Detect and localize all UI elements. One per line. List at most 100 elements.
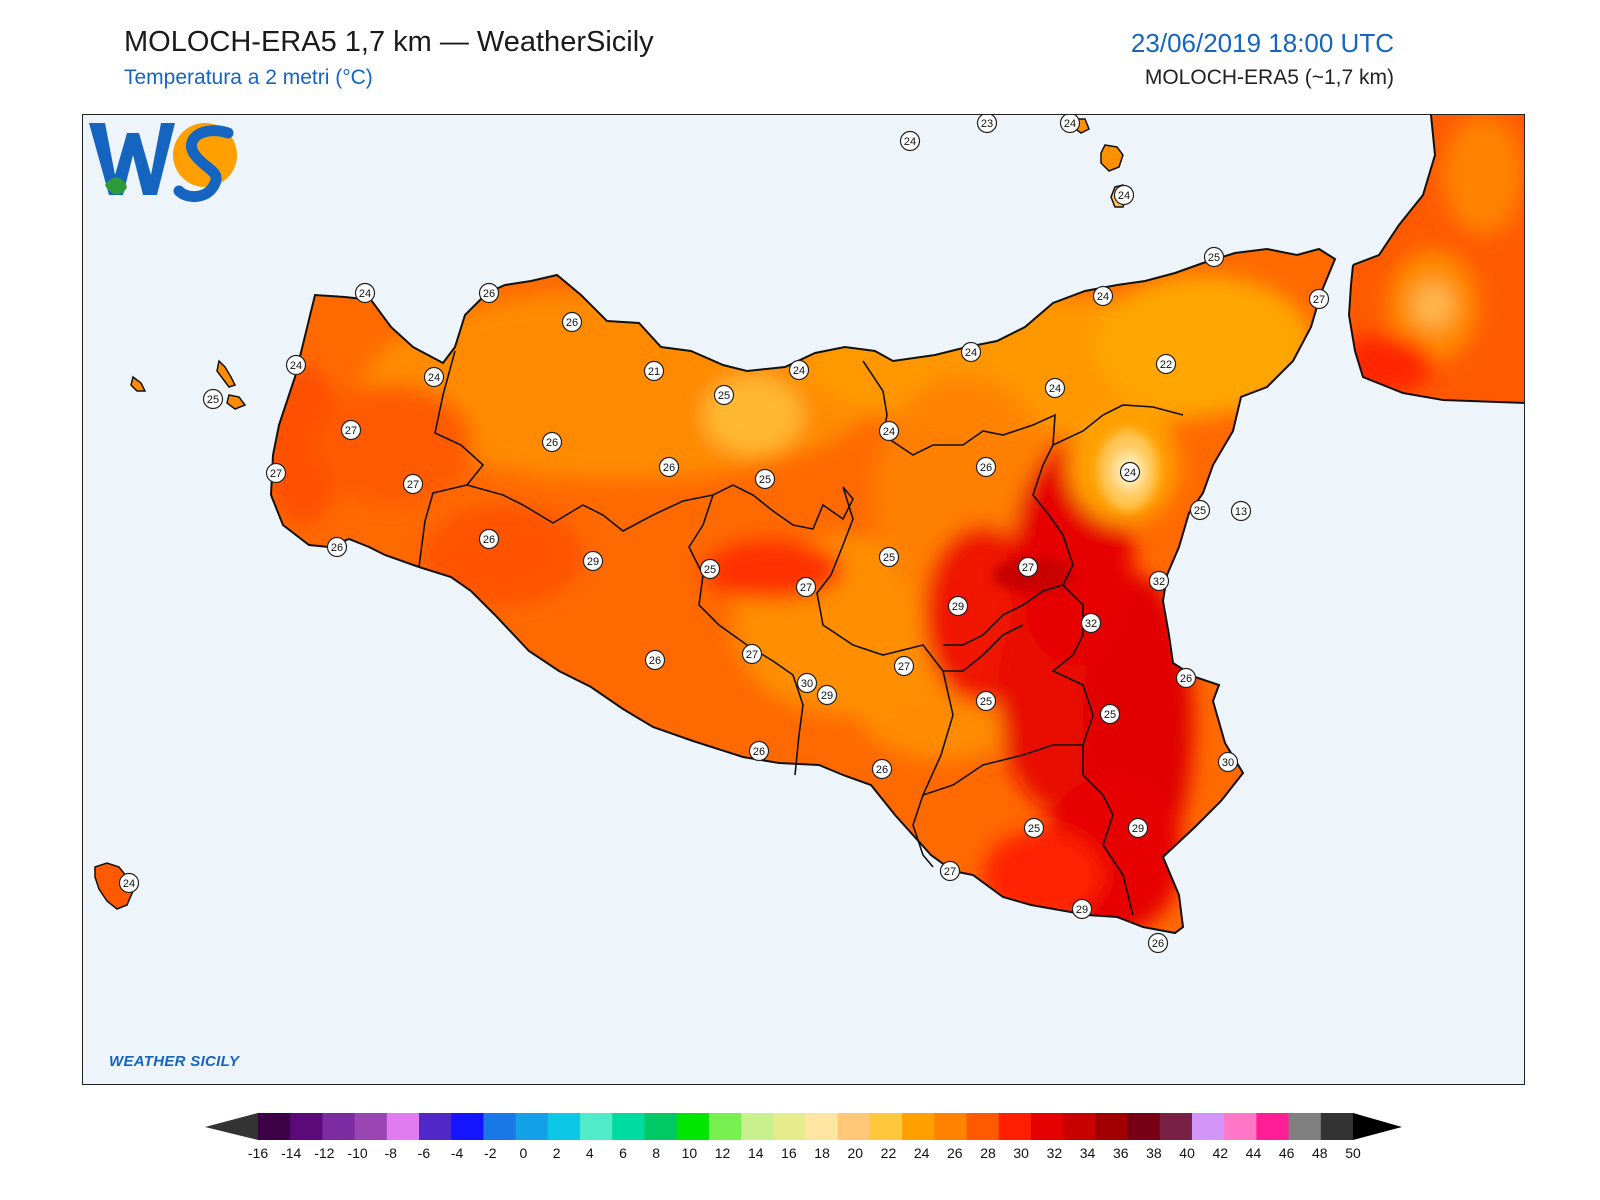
station-value: 25 (1104, 709, 1116, 721)
station-circle (878, 420, 900, 442)
station-marker: 29 (1071, 898, 1093, 920)
model-name: MOLOCH-ERA5 (~1,7 km) (1144, 66, 1394, 89)
station-value: 25 (1194, 505, 1206, 517)
colorbar-tick-label: 14 (748, 1145, 764, 1161)
station-value: 26 (649, 655, 661, 667)
station-marker: 24 (960, 341, 982, 363)
colorbar-cell (483, 1113, 517, 1140)
colorbar-cell (419, 1113, 452, 1140)
colorbar-cell (741, 1113, 774, 1140)
station-marker: 29 (947, 595, 969, 617)
colorbar-tick-label: -4 (451, 1145, 464, 1161)
station-value: 26 (483, 534, 495, 546)
station-marker: 27 (340, 419, 362, 441)
station-circle (202, 388, 224, 410)
colorbar-tick-label: -12 (314, 1145, 334, 1161)
station-marker: 27 (893, 655, 915, 677)
station-marker: 26 (975, 456, 997, 478)
station-value: 24 (359, 288, 371, 300)
station-circle (1044, 377, 1066, 399)
station-value: 27 (270, 468, 282, 480)
station-value: 13 (1235, 506, 1247, 518)
station-circle (960, 341, 982, 363)
station-value: 30 (1222, 757, 1234, 769)
ustica-island (130, 375, 147, 392)
station-value: 25 (883, 552, 895, 564)
station-value: 24 (428, 372, 440, 384)
station-circle (643, 360, 665, 382)
station-marker: 24 (788, 359, 810, 381)
colorbar-tick-label: 34 (1080, 1145, 1096, 1161)
station-marker: 25 (1189, 499, 1211, 521)
station-value: 24 (290, 360, 302, 372)
colorbar-cell (934, 1113, 968, 1140)
colorbar-tick-label: -16 (248, 1145, 268, 1161)
station-circle (402, 473, 424, 495)
station-circle (788, 359, 810, 381)
colorbar-high-arrow (1353, 1113, 1402, 1140)
colorbar-tick-label: 46 (1279, 1145, 1295, 1161)
station-marker: 30 (1217, 751, 1239, 773)
station-circle (1127, 817, 1149, 839)
station-value: 26 (1152, 938, 1164, 950)
station-value: 23 (981, 118, 993, 130)
colorbar-cell (1030, 1113, 1064, 1140)
station-value: 25 (704, 564, 716, 576)
salina-island (1100, 144, 1124, 172)
station-circle (699, 558, 721, 580)
station-value: 26 (980, 462, 992, 474)
colorbar-tick-label: 4 (586, 1145, 594, 1161)
station-circle (1099, 703, 1121, 725)
colorbar-tick-label: 6 (619, 1145, 627, 1161)
station-circle (561, 311, 583, 333)
station-value: 27 (944, 866, 956, 878)
station-marker: 27 (741, 643, 763, 665)
colorbar-tick-label: 12 (715, 1145, 731, 1161)
station-marker: 32 (1080, 612, 1102, 634)
station-circle (326, 536, 348, 558)
station-value: 26 (331, 542, 343, 554)
station-value: 29 (1132, 823, 1144, 835)
colorbar-tick-label: 10 (682, 1145, 698, 1161)
station-marker: 26 (561, 311, 583, 333)
colorbar-cell (869, 1113, 903, 1140)
station-circle (478, 282, 500, 304)
colorbar-tick-labels: -16 -14 -12 -10 -8 -6 -4 -2 0 2 4 6 8 10 12 14 16 18 20 22 2… (248, 1145, 1361, 1161)
station-marker: 27 (265, 462, 287, 484)
logo-caption: WEATHER SICILY (109, 1053, 240, 1070)
pantelleria-island (94, 862, 134, 910)
station-value: 26 (663, 462, 675, 474)
station-marker: 24 (878, 420, 900, 442)
station-value: 27 (1313, 294, 1325, 306)
colorbar-tick-label: 18 (814, 1145, 830, 1161)
station-marker: 25 (1203, 246, 1225, 268)
colorbar-tick-label: -8 (385, 1145, 398, 1161)
station-circle (118, 872, 140, 894)
station-value: 27 (407, 479, 419, 491)
colorbar-cell (805, 1113, 839, 1140)
station-circle (1092, 285, 1114, 307)
colorbar-tick-label: 32 (1047, 1145, 1063, 1161)
colorbar-cell (1159, 1113, 1193, 1140)
station-value: 26 (876, 764, 888, 776)
station-marker: 27 (1017, 556, 1039, 578)
station-marker: 26 (1175, 667, 1197, 689)
station-circle (285, 354, 307, 376)
colorbar-cell (708, 1113, 742, 1140)
colorbar-cell (1320, 1113, 1354, 1140)
station-value: 29 (1076, 904, 1088, 916)
station-value: 24 (1124, 467, 1136, 479)
station-marker: 25 (1023, 817, 1045, 839)
station-circle (748, 740, 770, 762)
colorbar-tick-label: 36 (1113, 1145, 1129, 1161)
station-value: 29 (821, 690, 833, 702)
station-circle (1217, 751, 1239, 773)
station-marker: 24 (423, 366, 445, 388)
station-circle (975, 456, 997, 478)
station-value: 27 (898, 661, 910, 673)
station-circle (1147, 932, 1169, 954)
station-circle (1203, 246, 1225, 268)
station-circle (1080, 612, 1102, 634)
station-marker: 26 (871, 758, 893, 780)
colorbar-tick-label: 2 (553, 1145, 561, 1161)
